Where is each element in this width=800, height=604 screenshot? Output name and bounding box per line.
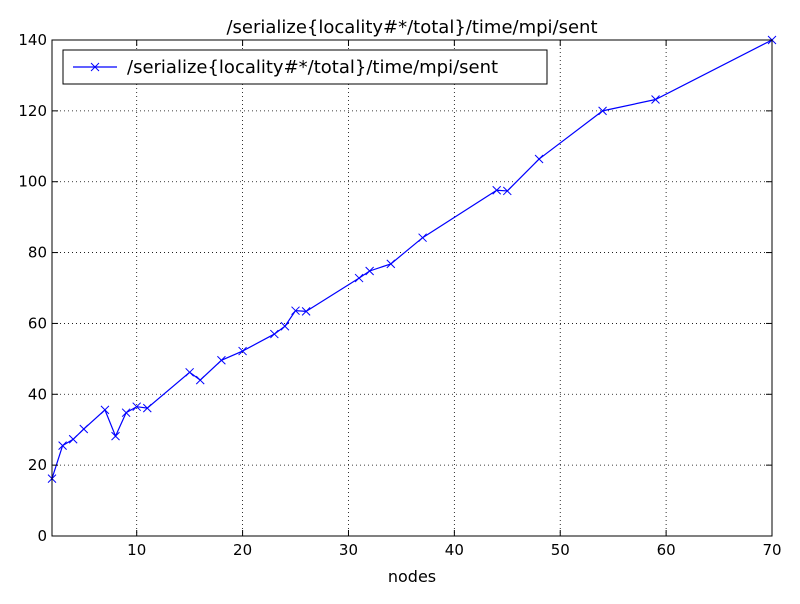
marker-stroke xyxy=(534,154,544,164)
marker-stroke xyxy=(291,306,300,316)
marker-stroke xyxy=(598,106,607,116)
marker-stroke xyxy=(386,259,396,269)
data-point xyxy=(291,306,300,316)
data-point xyxy=(238,346,247,356)
data-point xyxy=(354,273,364,283)
legend: /serialize{locality#*/total}/time/mpi/se… xyxy=(62,49,548,85)
data-point xyxy=(195,375,205,385)
data-point xyxy=(502,186,512,196)
x-tick-label: 30 xyxy=(339,541,358,559)
marker-stroke xyxy=(111,431,120,441)
marker-stroke xyxy=(90,62,100,72)
data-point xyxy=(68,434,78,444)
marker-stroke xyxy=(58,441,67,451)
y-tick-label: 40 xyxy=(28,385,47,403)
marker-stroke xyxy=(269,329,279,339)
y-tick-label: 0 xyxy=(37,527,47,545)
series-layer xyxy=(47,35,777,483)
data-point xyxy=(418,233,427,243)
data-point xyxy=(111,431,120,441)
data-point xyxy=(598,106,607,116)
legend-box xyxy=(62,49,548,85)
data-point xyxy=(121,408,131,418)
data-point xyxy=(301,307,311,316)
marker-stroke xyxy=(365,266,375,276)
marker-stroke xyxy=(502,186,512,196)
data-point xyxy=(492,185,502,195)
data-point xyxy=(269,329,279,339)
marker-stroke xyxy=(238,346,247,356)
y-tick-label: 80 xyxy=(28,244,47,262)
plot-frame xyxy=(51,39,773,537)
marker-stroke xyxy=(132,402,142,412)
grid-lines xyxy=(52,40,772,536)
data-point xyxy=(185,367,195,377)
x-tick-label: 40 xyxy=(445,541,464,559)
marker-stroke xyxy=(301,307,311,316)
y-tick-label: 60 xyxy=(28,314,47,332)
y-tick-label: 100 xyxy=(18,173,47,191)
tick-layer: 10 20 30 40 50 60 70 0 20 40 60 80 100 120 140 xyxy=(18,31,781,559)
marker-stroke xyxy=(195,375,205,385)
legend-marker xyxy=(90,62,100,72)
marker-stroke xyxy=(492,185,502,195)
data-point xyxy=(132,402,142,412)
marker-stroke xyxy=(68,434,78,444)
x-tick-label: 20 xyxy=(233,541,252,559)
data-point xyxy=(79,424,89,434)
data-point xyxy=(142,403,152,413)
x-axis-label: nodes xyxy=(388,567,436,586)
x-tick-label: 10 xyxy=(127,541,146,559)
marker-stroke xyxy=(418,233,427,243)
marker-stroke xyxy=(217,355,226,365)
x-tick-label: 60 xyxy=(657,541,676,559)
marker-stroke xyxy=(354,273,364,283)
data-point xyxy=(280,321,290,331)
data-point xyxy=(651,95,660,104)
marker-stroke xyxy=(142,403,152,413)
data-point xyxy=(365,266,375,276)
y-tick-label: 120 xyxy=(18,102,47,120)
marker-stroke xyxy=(121,408,131,418)
y-tick-label: 140 xyxy=(18,31,47,49)
data-point xyxy=(534,154,544,164)
legend-series-line xyxy=(73,62,117,72)
data-point xyxy=(58,441,67,451)
data-point xyxy=(217,355,226,365)
y-tick-label: 20 xyxy=(28,456,47,474)
data-point xyxy=(386,259,396,269)
marker-stroke xyxy=(280,321,290,331)
data-point xyxy=(100,405,110,415)
marker-stroke xyxy=(100,405,110,415)
marker-stroke xyxy=(185,367,195,377)
marker-stroke xyxy=(651,95,660,104)
marker-stroke xyxy=(79,424,89,434)
x-tick-label: 70 xyxy=(762,541,781,559)
legend-series-label: /serialize{locality#*/total}/time/mpi/se… xyxy=(127,57,498,78)
chart-title: /serialize{locality#*/total}/time/mpi/se… xyxy=(226,17,597,38)
x-tick-label: 50 xyxy=(551,541,570,559)
